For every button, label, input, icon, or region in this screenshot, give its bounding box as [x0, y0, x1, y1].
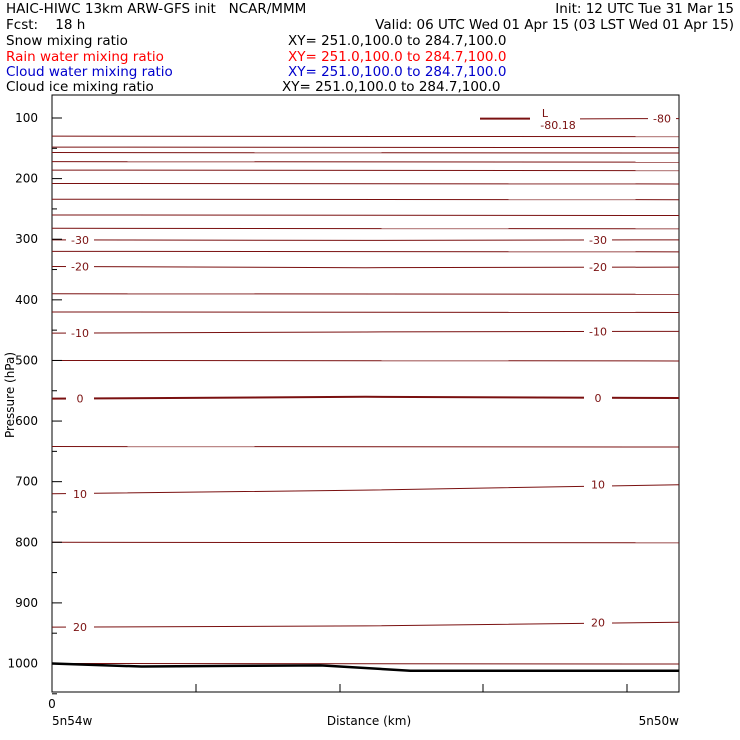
contour-label-bg — [584, 261, 612, 275]
contour-label: 0 — [77, 393, 84, 406]
contour-label: -30 — [71, 234, 89, 247]
y-tick-label: 700 — [15, 475, 38, 489]
field-name-cloud-water: Cloud water mixing ratio — [6, 64, 173, 80]
plot-frame — [51, 94, 680, 693]
y-tick-label: 100 — [15, 111, 38, 125]
field-name-rain: Rain water mixing ratio — [6, 49, 164, 65]
header-title: HAIC-HIWC 13km ARW-GFS init NCAR/MMM — [6, 1, 307, 17]
contour-line — [51, 541, 680, 544]
contour-label-bg — [584, 478, 612, 492]
y-axis-title: Pressure (hPa) — [3, 352, 17, 438]
contour-line — [51, 146, 680, 149]
contour-line-20 — [51, 621, 680, 628]
contour-label: -20 — [71, 260, 89, 273]
contour-label: -10 — [589, 325, 607, 338]
contour-label-bg — [66, 327, 94, 341]
header-valid-time: Valid: 06 UTC Wed 01 Apr 15 (03 LST Wed … — [375, 17, 734, 33]
minimum-marker-symbol: L — [542, 107, 549, 120]
contour-line-0 — [51, 395, 680, 400]
contour-label: 10 — [73, 488, 87, 501]
x-tick-label: 0 — [48, 697, 56, 711]
contour-label-bg — [584, 616, 612, 630]
contour-label-bg — [66, 233, 94, 247]
contour-line — [51, 214, 680, 216]
contour-label-bg — [66, 392, 94, 406]
contour-line — [51, 182, 680, 185]
header-init-time: Init: 12 UTC Tue 31 Mar 15 — [555, 1, 734, 17]
contour-line — [51, 227, 680, 230]
contour-line — [51, 169, 680, 172]
field-name-snow: Snow mixing ratio — [6, 33, 128, 49]
contour-label-bg — [66, 487, 94, 501]
y-tick-label: 200 — [15, 172, 38, 186]
x-end-label-right: 5n50w — [639, 714, 680, 728]
contour-line--10 — [51, 330, 680, 334]
contour-label-bg — [584, 233, 612, 247]
contour-label: 0 — [595, 392, 602, 405]
contour-line — [51, 152, 680, 154]
x-axis-title: Distance (km) — [327, 714, 411, 728]
contour-line-10 — [51, 484, 680, 495]
contour-label: 20 — [591, 616, 605, 629]
field-xy-snow: XY= 251.0,100.0 to 284.7,100.0 — [288, 33, 507, 49]
y-tick-label: 400 — [15, 293, 38, 307]
contour-label: -20 — [589, 261, 607, 274]
field-name-cloud-ice: Cloud ice mixing ratio — [6, 79, 154, 95]
contour-line — [51, 311, 680, 313]
field-xy-rain: XY= 251.0,100.0 to 284.7,100.0 — [288, 49, 507, 65]
contour-line--20 — [51, 265, 680, 269]
y-tick-label: 300 — [15, 232, 38, 246]
contour-label-bg — [66, 621, 94, 635]
contour-line — [51, 446, 680, 448]
y-tick-label: 800 — [15, 535, 38, 549]
contour-line — [51, 198, 680, 201]
terrain-line — [51, 662, 679, 673]
contour-label-bg — [648, 112, 676, 126]
contour-line — [51, 161, 680, 163]
contour-label: 10 — [591, 479, 605, 492]
contour-label: 20 — [73, 621, 87, 634]
contour-line — [51, 359, 680, 362]
y-tick-label: 500 — [15, 353, 38, 367]
contour-label-bg — [584, 325, 612, 339]
contour-label-bg — [584, 392, 612, 406]
contour-line — [51, 663, 680, 665]
contour-line — [51, 293, 680, 295]
contour-line — [51, 135, 680, 138]
contour-label: -80 — [653, 113, 671, 126]
x-end-label-left: 5n54w — [52, 714, 93, 728]
contour-label: -30 — [589, 234, 607, 247]
field-xy-cloud-ice: XY= 251.0,100.0 to 284.7,100.0 — [282, 79, 501, 95]
contour-line--30 — [51, 239, 680, 241]
header-forecast-hour: Fcst: 18 h — [6, 17, 86, 33]
contour-line — [51, 250, 680, 253]
field-xy-cloud-water: XY= 251.0,100.0 to 284.7,100.0 — [288, 64, 507, 80]
minimum-marker-value: -80.18 — [540, 119, 575, 132]
y-tick-label: 1000 — [7, 657, 38, 671]
contour-label-bg — [66, 260, 94, 274]
y-tick-label: 600 — [15, 414, 38, 428]
contour-label: -10 — [71, 327, 89, 340]
y-tick-label: 900 — [15, 596, 38, 610]
